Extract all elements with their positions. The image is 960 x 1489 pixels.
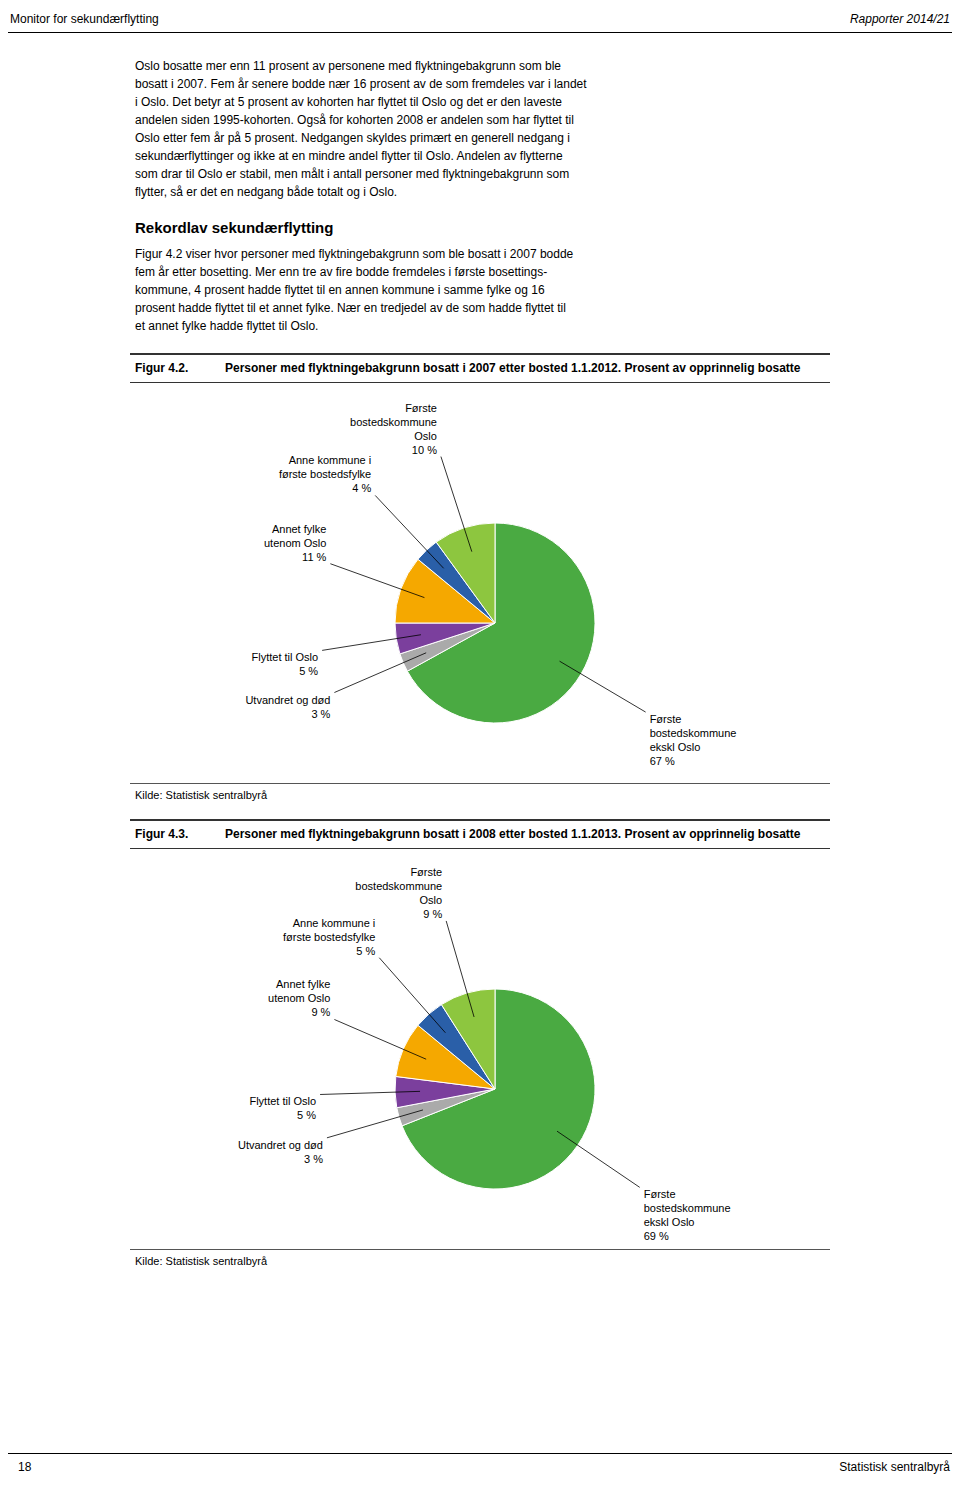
html-text:flytter, så er det en nedgang: flytter, så er det en nedgang både total… bbox=[135, 185, 398, 199]
svg-text:Flyttet til Oslo5 %: Flyttet til Oslo5 % bbox=[252, 651, 319, 677]
html-text:Statistisk sentralbyrå: Statistisk sentralbyrå bbox=[839, 1460, 950, 1474]
html-text:andelen siden 1995-kohorten. O: andelen siden 1995-kohorten. Også for ko… bbox=[135, 113, 574, 127]
html-text:18: 18 bbox=[18, 1460, 32, 1474]
html-text:Figur 4.3.: Figur 4.3. bbox=[135, 827, 189, 841]
svg-text:Førstebostedskommuneekskl Oslo: Førstebostedskommuneekskl Oslo69 % bbox=[644, 1188, 731, 1242]
svg-text:Utvandret og død3 %: Utvandret og død3 % bbox=[238, 1139, 323, 1165]
html-text:kommune, 4 prosent hadde flytt: kommune, 4 prosent hadde flyttet til en … bbox=[135, 283, 545, 297]
svg-text:Annet fylkeutenom Oslo11 %: Annet fylkeutenom Oslo11 % bbox=[264, 523, 327, 563]
html-text:Oslo bosatte mer enn 11 prosen: Oslo bosatte mer enn 11 prosent av perso… bbox=[135, 59, 561, 73]
html-text:Oslo etter fem år på 5 prosent: Oslo etter fem år på 5 prosent. Nedgange… bbox=[135, 131, 570, 145]
html-text:et annet fylke hadde flyttet t: et annet fylke hadde flyttet til Oslo. bbox=[135, 319, 319, 333]
html-text:Monitor for sekundærflytting: Monitor for sekundærflytting bbox=[10, 12, 159, 26]
html-text:Personer med flyktningebakgrun: Personer med flyktningebakgrunn bosatt i… bbox=[225, 827, 801, 841]
svg-text:Annet fylkeutenom Oslo9 %: Annet fylkeutenom Oslo9 % bbox=[268, 978, 331, 1018]
svg-text:FørstebostedskommuneOslo10 %: FørstebostedskommuneOslo10 % bbox=[350, 402, 437, 456]
html-text:Kilde: Statistisk sentralbyrå: Kilde: Statistisk sentralbyrå bbox=[135, 1255, 268, 1267]
html-text:Rekordlav sekundærflytting: Rekordlav sekundærflytting bbox=[135, 219, 334, 236]
html-text:Figur 4.2.: Figur 4.2. bbox=[135, 361, 189, 375]
svg-text:Flyttet til Oslo5 %: Flyttet til Oslo5 % bbox=[249, 1095, 316, 1121]
html-text:sekundærflyttinger og ikke at: sekundærflyttinger og ikke at en mindre … bbox=[135, 149, 563, 163]
html-text:i Oslo. Det betyr at 5 prosent: i Oslo. Det betyr at 5 prosent av kohort… bbox=[135, 95, 562, 109]
html-text:som drar til Oslo er stabil, m: som drar til Oslo er stabil, men målt i … bbox=[135, 167, 570, 181]
html-text:fem år etter bosetting. Mer en: fem år etter bosetting. Mer enn tre av f… bbox=[135, 265, 548, 279]
html-text:Rapporter 2014/21: Rapporter 2014/21 bbox=[849, 12, 950, 26]
svg-text:Førstebostedskommuneekskl Oslo: Førstebostedskommuneekskl Oslo67 % bbox=[650, 713, 737, 767]
html-text:prosent hadde flyttet til et a: prosent hadde flyttet til et annet fylke… bbox=[135, 301, 566, 315]
svg-text:Anne kommune iførste bostedsfy: Anne kommune iførste bostedsfylke4 % bbox=[279, 454, 372, 494]
svg-text:Utvandret og død3 %: Utvandret og død3 % bbox=[245, 694, 330, 720]
svg-text:Anne kommune iførste bostedsfy: Anne kommune iførste bostedsfylke5 % bbox=[283, 917, 376, 957]
html-text:Figur 4.2 viser hvor personer: Figur 4.2 viser hvor personer med flyktn… bbox=[135, 247, 574, 261]
svg-text:FørstebostedskommuneOslo9 %: FørstebostedskommuneOslo9 % bbox=[355, 866, 442, 920]
html-text:Personer med flyktningebakgrun: Personer med flyktningebakgrunn bosatt i… bbox=[225, 361, 801, 375]
html-text:bosatt i 2007. Fem år senere b: bosatt i 2007. Fem år senere bodde nær 1… bbox=[135, 77, 587, 91]
html-text:Kilde: Statistisk sentralbyrå: Kilde: Statistisk sentralbyrå bbox=[135, 789, 268, 801]
